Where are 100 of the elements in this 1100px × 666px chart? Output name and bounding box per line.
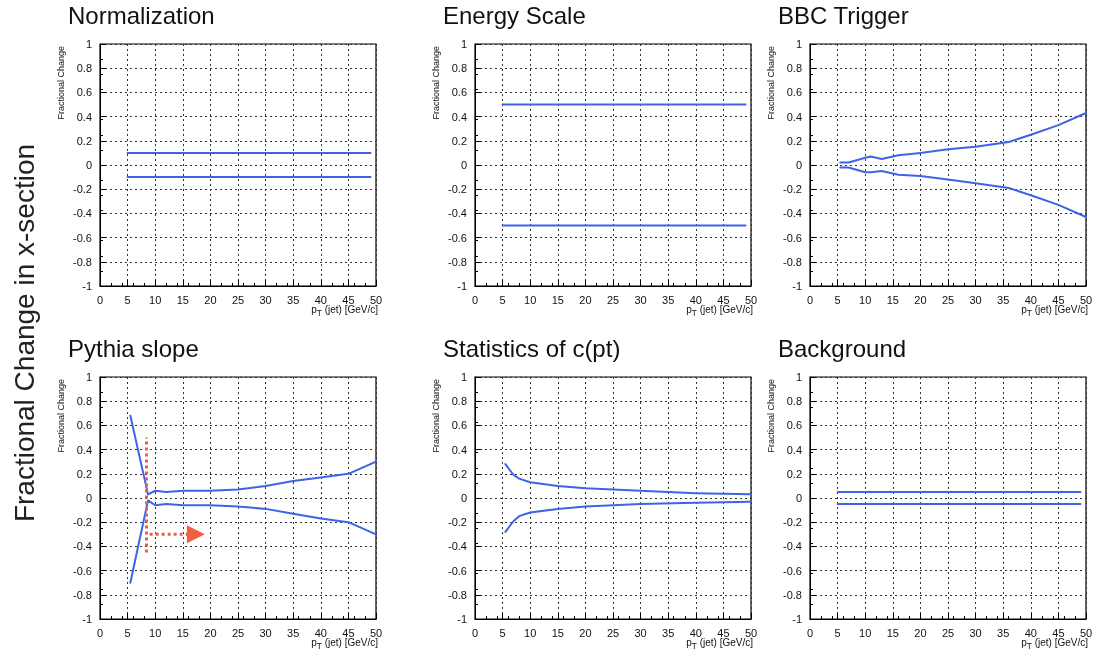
x-axis-title: p$_{T}$ (jet) [GeV/c] [1021,637,1088,651]
y-tick-label: -0.6 [783,564,802,577]
y-tick-label: 0.8 [451,62,467,75]
x-tick-label: 10 [149,293,162,306]
x-tick-label: 40 [1024,626,1037,639]
x-tick-label: 5 [834,626,841,639]
y-tick-label: 0 [795,492,802,504]
y-tick-label: -0.2 [783,516,802,529]
x-tick-label: 30 [969,626,982,639]
x-tick-label: 0 [806,293,814,306]
x-tick-label: 35 [287,626,300,639]
y-tick-label: -0.6 [448,564,467,577]
chart-title: Pythia slope [68,335,199,363]
x-tick-label: 10 [524,293,537,306]
x-tick-label: 20 [914,293,927,306]
x-tick-label: 50 [1079,293,1093,306]
y-tick-label: 0.8 [786,62,802,75]
y-tick-label: 1 [795,38,802,50]
y-tick-label: 0.6 [786,419,802,432]
x-tick-label: 20 [914,626,927,639]
y-tick-label: 0.6 [76,86,92,99]
chart-title: Normalization [68,2,215,30]
x-tick-label: 10 [859,626,872,639]
x-tick-label: 25 [941,626,955,639]
y-tick-label: -0.8 [448,255,467,268]
y-tick-label: 0.6 [786,86,802,99]
y-tick-label: -0.8 [73,588,92,601]
line-series [504,463,752,496]
x-tick-label: 45 [342,626,355,639]
y-tick-label: 0.2 [786,467,802,480]
x-tick-label: 35 [662,626,675,639]
x-tick-label: 0 [96,293,104,306]
x-tick-label: 20 [579,293,592,306]
x-tick-label: 20 [204,626,217,639]
x-tick-label: 15 [886,626,899,639]
y-tick-label: 1 [460,38,467,50]
line-series [129,414,377,496]
x-tick-label: 45 [1052,626,1065,639]
x-tick-label: 10 [149,626,162,639]
x-tick-label: 40 [1024,293,1037,306]
x-tick-label: 50 [1079,626,1093,639]
x-tick-label: 0 [96,626,104,639]
y-tick-label: 0.4 [786,110,802,123]
x-tick-label: 15 [886,293,899,306]
y-tick-label: 1 [460,371,467,383]
y-tick-label: 0 [460,492,467,504]
x-tick-label: 15 [176,626,189,639]
y-tick-label: -1 [82,280,92,292]
x-tick-label: 20 [204,293,217,306]
line-series [504,500,752,533]
y-tick-label: -1 [82,613,92,625]
x-tick-label: 15 [551,293,564,306]
y-tick-label: 0 [85,492,92,504]
x-tick-label: 50 [744,626,758,639]
y-tick-label: -0.2 [448,183,467,196]
y-tick-label: -0.4 [783,207,802,220]
x-tick-label: 30 [259,626,272,639]
x-tick-label: 45 [342,293,355,306]
y-tick-label: -0.2 [783,183,802,196]
x-tick-label: 5 [124,293,131,306]
y-tick-label: 0.2 [76,134,92,147]
y-tick-label: 0.8 [451,395,467,408]
x-tick-label: 40 [314,626,327,639]
y-tick-label: 1 [85,371,92,383]
x-tick-label: 25 [606,293,620,306]
x-axis-title: p$_{T}$ (jet) [GeV/c] [311,637,378,651]
y-tick-label: -0.6 [73,231,92,244]
x-tick-label: 40 [689,293,702,306]
x-tick-label: 5 [124,626,131,639]
y-tick-label: 0.6 [451,86,467,99]
y-tick-label: -0.6 [448,231,467,244]
chart-title: Statistics of c(pt) [443,335,621,363]
x-tick-label: 35 [997,293,1010,306]
y-tick-label: -1 [457,280,467,292]
y-tick-label: -0.2 [448,516,467,529]
y-tick-label: 0.4 [786,443,802,456]
x-tick-label: 15 [176,293,189,306]
y-axis-title: Fractional Change [56,379,66,453]
x-tick-label: 30 [259,293,272,306]
x-axis-title: p$_{T}$ (jet) [GeV/c] [311,304,378,318]
y-tick-label: -1 [792,613,802,625]
y-tick-label: 0.2 [451,134,467,147]
y-tick-label: 1 [85,38,92,50]
y-tick-label: -0.6 [783,231,802,244]
y-axis-title: Fractional Change [766,379,776,453]
x-tick-label: 25 [231,293,245,306]
y-tick-label: -1 [457,613,467,625]
y-tick-label: -0.4 [783,540,802,553]
text: Fractional Change in x-section [9,143,41,523]
line-series [839,166,1087,219]
y-tick-label: 0 [85,159,92,171]
x-tick-label: 30 [969,293,982,306]
x-tick-label: 10 [524,626,537,639]
y-tick-label: -0.6 [73,564,92,577]
y-tick-label: 0.2 [76,467,92,480]
x-axis-title: p$_{T}$ (jet) [GeV/c] [686,637,753,651]
y-tick-label: 0.8 [786,395,802,408]
x-tick-label: 35 [997,626,1010,639]
y-tick-label: 0.4 [451,443,467,456]
y-tick-label: 0.6 [76,419,92,432]
